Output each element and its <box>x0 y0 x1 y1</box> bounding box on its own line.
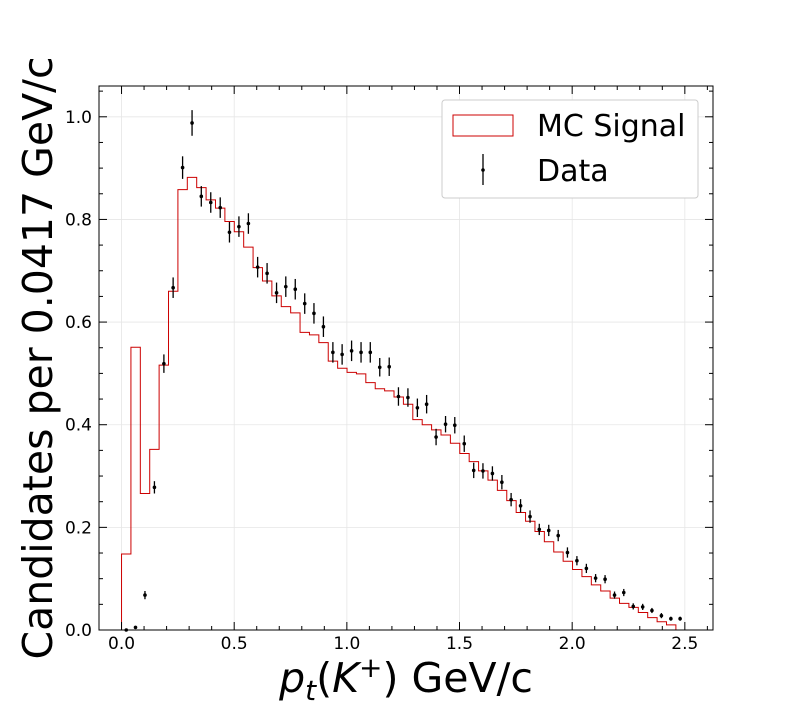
y-axis-label: Candidates per 0.0417 GeV/c <box>14 56 62 659</box>
data-point <box>359 350 363 355</box>
y-tick-label: 1.0 <box>65 108 92 128</box>
x-tick-label: 2.0 <box>559 634 586 654</box>
data-point <box>387 364 392 369</box>
data-point <box>415 405 420 410</box>
x-label-close: ) <box>382 654 398 702</box>
data-point <box>143 593 147 597</box>
data-point <box>162 361 166 366</box>
data-point <box>293 287 298 292</box>
data-point <box>218 205 223 210</box>
y-tick-label: 0.0 <box>65 621 92 641</box>
data-point <box>584 566 589 571</box>
legend-mc-swatch <box>452 114 514 137</box>
data-point <box>546 528 551 533</box>
data-point <box>265 271 269 276</box>
data-point <box>669 616 673 621</box>
x-label-k: K <box>332 654 362 702</box>
data-point <box>190 121 194 125</box>
data-point <box>593 576 598 580</box>
data-point <box>518 504 523 508</box>
data-point <box>255 265 260 269</box>
data-point <box>678 616 682 621</box>
data-point <box>443 422 448 427</box>
y-tick-label: 0.4 <box>65 416 92 436</box>
data-point <box>462 441 467 446</box>
data-point <box>650 608 654 613</box>
data-point <box>377 365 382 370</box>
x-label-sub: t <box>305 674 317 707</box>
data-point <box>603 577 607 581</box>
data-point <box>612 593 617 597</box>
data-point <box>471 468 476 473</box>
x-tick-label: 2.5 <box>671 634 698 654</box>
data-point <box>283 284 288 289</box>
data-points-layer <box>124 110 682 632</box>
data-point <box>537 527 542 532</box>
data-point <box>528 514 532 519</box>
data-point <box>208 200 213 205</box>
legend-data-marker <box>481 168 485 172</box>
data-point <box>406 395 410 400</box>
data-point <box>274 291 279 295</box>
data-point <box>171 285 175 290</box>
data-point <box>556 533 561 538</box>
data-point <box>434 435 438 439</box>
legend-data-label: Data <box>537 154 609 189</box>
legend: MC Signal Data <box>441 99 699 199</box>
data-point <box>331 350 335 355</box>
data-point <box>452 423 457 428</box>
x-tick-label: 1.5 <box>446 634 473 654</box>
data-point <box>368 350 373 355</box>
y-tick-label: 0.8 <box>65 210 92 230</box>
x-label-unit: GeV/c <box>398 654 532 702</box>
data-point <box>396 394 401 399</box>
data-point <box>237 224 241 229</box>
data-point <box>246 221 251 226</box>
x-tick-label: 0.5 <box>221 634 248 654</box>
data-point <box>509 497 513 502</box>
data-point <box>180 165 185 170</box>
data-point <box>227 230 232 235</box>
x-tick-label: 0.0 <box>108 634 135 654</box>
data-point <box>424 402 429 406</box>
data-point <box>640 605 645 609</box>
data-point <box>621 590 626 595</box>
data-point <box>133 625 138 630</box>
data-point <box>199 194 204 199</box>
x-tick-label: 1.0 <box>333 634 360 654</box>
x-label-sup: + <box>359 651 382 684</box>
data-point <box>500 480 504 484</box>
data-point <box>321 324 326 329</box>
y-tick-label: 0.6 <box>65 313 92 333</box>
data-point <box>302 301 307 306</box>
data-point <box>631 604 636 609</box>
x-axis-label: pt(K+) GeV/c <box>278 651 533 707</box>
data-point <box>565 550 570 555</box>
plot-frame <box>98 85 714 631</box>
legend-mc-label: MC Signal <box>537 109 686 144</box>
data-point <box>152 485 157 490</box>
y-tick-label: 0.2 <box>65 518 92 538</box>
data-point <box>490 471 495 476</box>
data-point <box>575 558 579 563</box>
data-point <box>340 352 344 357</box>
data-point <box>659 613 664 618</box>
legend-box <box>441 99 699 199</box>
tick-layer: 0.0 0.5 1.0 1.5 2.0 2.5 0.0 0.2 0.4 0.6 0.8 1.0 <box>65 86 713 654</box>
x-label-var: p <box>278 654 305 702</box>
data-point <box>481 469 485 473</box>
data-point <box>312 311 316 316</box>
data-point <box>349 349 354 353</box>
x-label-open: ( <box>316 654 332 702</box>
